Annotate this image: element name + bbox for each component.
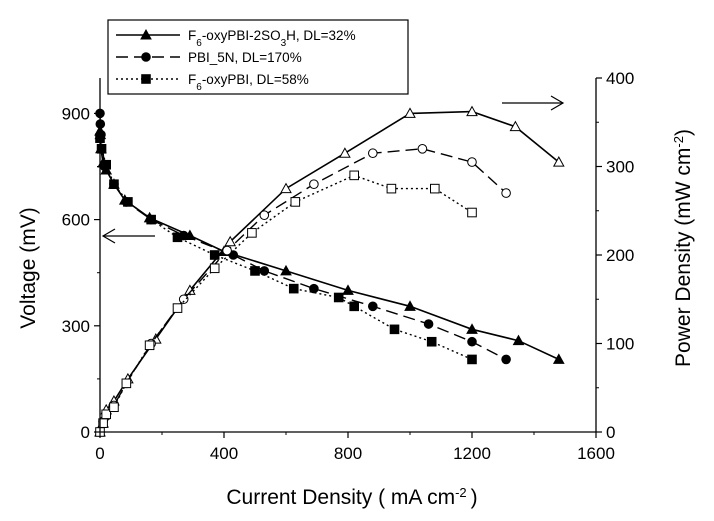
series-2-voltage-line — [99, 113, 507, 361]
legend-marker-3 — [141, 74, 151, 84]
legend-label-1: F6-oxyPBI-2SO3H, DL=32% — [188, 28, 356, 49]
arrow-head — [101, 228, 116, 244]
series-2-power-point — [501, 188, 511, 198]
series-3-power-point — [121, 378, 132, 389]
series-2-voltage-point — [368, 301, 378, 312]
series-1-voltage-point — [342, 284, 354, 295]
series-1-power-point — [404, 107, 416, 118]
series-3-power-point — [386, 183, 397, 194]
y-right-tick-label: 0 — [606, 423, 615, 442]
legend-text-part: -oxyPBI, DL=58% — [202, 72, 309, 87]
series-2-power-point — [368, 148, 378, 159]
x-tick-label: 0 — [95, 444, 104, 463]
series-2-voltage-point — [309, 283, 319, 294]
series-1-power-point — [552, 156, 565, 167]
series-2-power-point — [417, 144, 428, 154]
series-3-voltage-point — [389, 324, 400, 335]
y-right-tick-label: 100 — [606, 335, 634, 354]
series-3-power-point — [290, 197, 301, 207]
series-1-voltage-line — [99, 131, 560, 361]
series-3-voltage-point — [333, 292, 344, 303]
y-left-axis-title: Voltage (mV) — [17, 207, 40, 328]
x-tick-label: 1600 — [577, 444, 615, 463]
series-1-power-line — [99, 110, 560, 433]
series-3-voltage-point — [426, 336, 437, 347]
series-1-power-point — [509, 120, 522, 132]
legend-text-part: -oxyPBI-2SO — [202, 28, 281, 43]
series-3-power-point — [209, 263, 220, 274]
series-2-power-point — [467, 157, 477, 167]
series-1-voltage-point — [466, 323, 478, 334]
y-right-tick-label: 400 — [606, 69, 634, 88]
legend-subscript: 6 — [196, 38, 202, 49]
series-2-power-line — [99, 148, 507, 433]
series-3-voltage-point — [209, 250, 220, 260]
series-3-power-point — [144, 340, 155, 351]
legend-marker-2 — [141, 52, 151, 62]
series-3-power-point — [349, 170, 359, 181]
legend-text-part: H, DL=32% — [286, 28, 355, 43]
arrow-head — [550, 95, 565, 111]
series-3-voltage-point — [349, 301, 359, 312]
plot-area — [94, 95, 565, 437]
series-2-voltage-point — [501, 354, 511, 365]
y-left-tick-label: 600 — [62, 211, 90, 230]
series-3-power-point — [101, 409, 112, 420]
series-3-voltage-point — [101, 159, 112, 170]
series-3-voltage-point — [250, 266, 260, 276]
series-3-voltage-line — [99, 138, 473, 361]
series-1-power-point — [339, 147, 351, 158]
y-right-tick-label: 300 — [606, 158, 634, 177]
y-left-tick-label: 0 — [81, 423, 90, 442]
legend-text-part: PBI_5N, DL=170% — [188, 50, 302, 65]
right-axis-arrow — [502, 95, 565, 111]
series-3-voltage-point — [467, 354, 477, 365]
series-3-power-point — [430, 183, 440, 194]
y-right-tick-label: 200 — [606, 246, 634, 265]
series-1-power-point — [280, 182, 292, 194]
series-3-power-point — [467, 207, 477, 218]
series-3-power-point — [172, 303, 183, 313]
series-2-voltage-point — [259, 266, 270, 276]
legend-label-2: PBI_5N, DL=170% — [188, 50, 302, 65]
x-tick-label: 1200 — [453, 444, 491, 463]
y-left-tick-label: 300 — [62, 317, 90, 336]
series-3-voltage-point — [109, 179, 119, 189]
series-1-voltage-point — [552, 353, 565, 364]
series-1-voltage-point — [512, 334, 525, 346]
y-left-tick-label: 900 — [62, 104, 90, 123]
axes: 0 400 800 1200 1600 0 300 600 900 0 100 200 300 400 — [62, 69, 635, 463]
series-2-power-point — [222, 245, 232, 256]
x-tick-label: 800 — [334, 444, 362, 463]
legend-subscript: 3 — [281, 38, 287, 49]
legend-marker-1 — [140, 28, 152, 40]
series-3-voltage-point — [172, 232, 183, 243]
series-3-voltage-point — [146, 214, 156, 225]
series-3-power-point — [247, 228, 257, 238]
series-2-power-point — [178, 294, 189, 305]
series-3-voltage-point — [288, 283, 299, 294]
series-1-voltage-point — [280, 264, 292, 276]
series-1-voltage-point — [404, 300, 416, 311]
y-right-axis-title: Power Density (mW cm-2) — [671, 129, 696, 367]
legend-text-part: F — [188, 28, 196, 43]
series-1-power-point — [466, 105, 478, 117]
legend: F6-oxyPBI-2SO3H, DL=32%PBI_5N, DL=170%F6… — [107, 19, 409, 95]
series-2-voltage-point — [467, 336, 477, 347]
legend-label-3: F6-oxyPBI, DL=58% — [188, 72, 309, 93]
series-3-voltage-point — [96, 144, 107, 154]
series-3-power-line — [99, 174, 473, 433]
legend-text-part: F — [188, 72, 196, 87]
series-2-power-point — [309, 179, 319, 189]
series-3-voltage-point — [123, 197, 133, 207]
series-3-power-point — [109, 402, 119, 413]
x-axis-title: Current Density ( mA cm-2) — [226, 485, 477, 510]
left-axis-arrow — [101, 228, 155, 244]
legend-subscript: 6 — [196, 82, 202, 93]
x-tick-label: 400 — [210, 444, 238, 463]
series-2-voltage-point — [423, 319, 434, 329]
series-1-power-point — [224, 235, 237, 247]
series-2-power-point — [259, 210, 270, 220]
